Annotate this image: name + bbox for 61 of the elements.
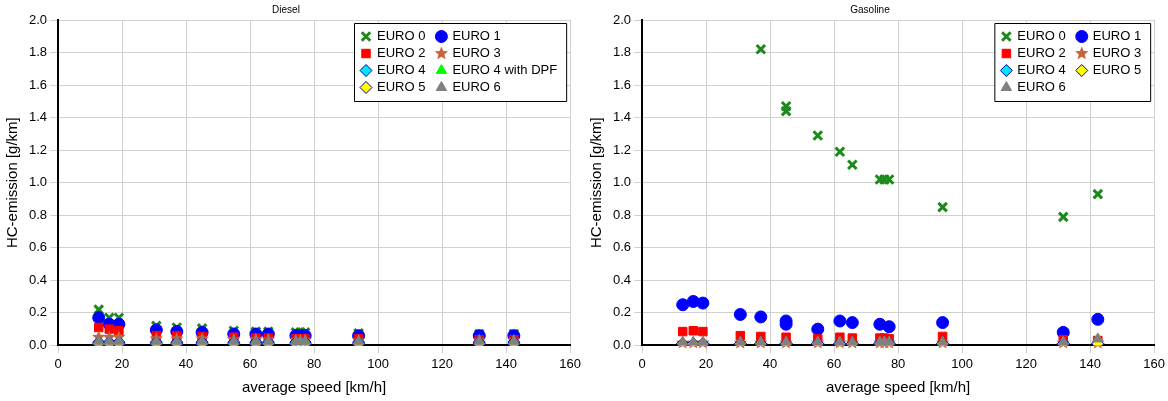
x-axis-title: average speed [km/h] <box>241 378 387 396</box>
x-tick-label: 100 <box>951 355 973 371</box>
x-tick-label: 20 <box>698 355 714 371</box>
legend-label: EURO 1 <box>452 28 501 44</box>
x-tick-label: 120 <box>1015 355 1037 371</box>
y-tick-label: 1.0 <box>612 174 632 190</box>
x-tick-label: 100 <box>367 355 389 371</box>
x-tick-label: 160 <box>559 355 582 371</box>
legend-label: EURO 5 <box>377 79 426 95</box>
x-tick-label: 40 <box>178 355 194 371</box>
x-tick-label: 140 <box>495 355 517 371</box>
legend-label: EURO 4 <box>377 62 426 78</box>
y-tick-label: 1.4 <box>28 109 48 125</box>
legend-label: EURO 2 <box>1017 45 1066 61</box>
y-tick-label: 1.8 <box>612 44 632 60</box>
x-tick-label: 140 <box>1079 355 1101 371</box>
x-tick-label: 40 <box>762 355 778 371</box>
y-tick-label: 0.2 <box>612 304 632 320</box>
legend-label: EURO 0 <box>377 28 426 44</box>
legend-label: EURO 5 <box>1092 62 1142 78</box>
y-axis-title: HC-emission [g/km] <box>587 117 605 249</box>
y-tick-label: 0.0 <box>28 336 48 352</box>
y-tick-label: 1.4 <box>612 109 632 125</box>
legend-label: EURO 0 <box>1017 28 1066 44</box>
x-tick-label: 20 <box>114 355 130 371</box>
y-tick-label: 1.6 <box>612 76 632 92</box>
legend-label: EURO 3 <box>1092 45 1142 61</box>
x-tick-label: 80 <box>306 355 322 371</box>
x-tick-label: 0 <box>54 355 62 371</box>
x-tick-label: 60 <box>242 355 258 371</box>
x-tick-label: 80 <box>890 355 906 371</box>
chart-title: Diesel <box>272 3 300 15</box>
legend-label: EURO 4 with DPF <box>452 62 558 78</box>
y-tick-label: 2.0 <box>28 11 48 27</box>
y-tick-label: 0.0 <box>612 336 632 352</box>
legend-label: EURO 3 <box>452 45 501 61</box>
y-axis-title: HC-emission [g/km] <box>3 117 21 249</box>
y-tick-label: 0.8 <box>612 206 632 222</box>
x-axis-title: average speed [km/h] <box>825 378 971 396</box>
legend-label: EURO 1 <box>1092 28 1142 44</box>
y-tick-label: 0.8 <box>28 206 48 222</box>
y-tick-label: 1.2 <box>28 141 48 157</box>
x-tick-label: 120 <box>431 355 453 371</box>
x-tick-label: 60 <box>826 355 842 371</box>
y-tick-label: 0.4 <box>612 271 632 287</box>
x-tick-label: 0 <box>638 355 646 371</box>
legend-label: EURO 6 <box>1017 79 1066 95</box>
y-tick-label: 2.0 <box>612 11 632 27</box>
legend-label: EURO 2 <box>377 45 426 61</box>
y-tick-label: 1.8 <box>28 44 48 60</box>
y-tick-label: 1.0 <box>28 174 48 190</box>
y-tick-label: 0.4 <box>28 271 48 287</box>
chart-title: Gasoline <box>850 3 891 15</box>
y-tick-label: 1.2 <box>612 141 632 157</box>
y-tick-label: 0.2 <box>28 304 48 320</box>
y-tick-label: 0.6 <box>28 239 48 255</box>
y-tick-label: 1.6 <box>28 76 48 92</box>
legend-label: EURO 6 <box>452 79 501 95</box>
y-tick-label: 0.6 <box>612 239 632 255</box>
legend-label: EURO 4 <box>1017 62 1066 78</box>
x-tick-label: 160 <box>1143 355 1166 371</box>
